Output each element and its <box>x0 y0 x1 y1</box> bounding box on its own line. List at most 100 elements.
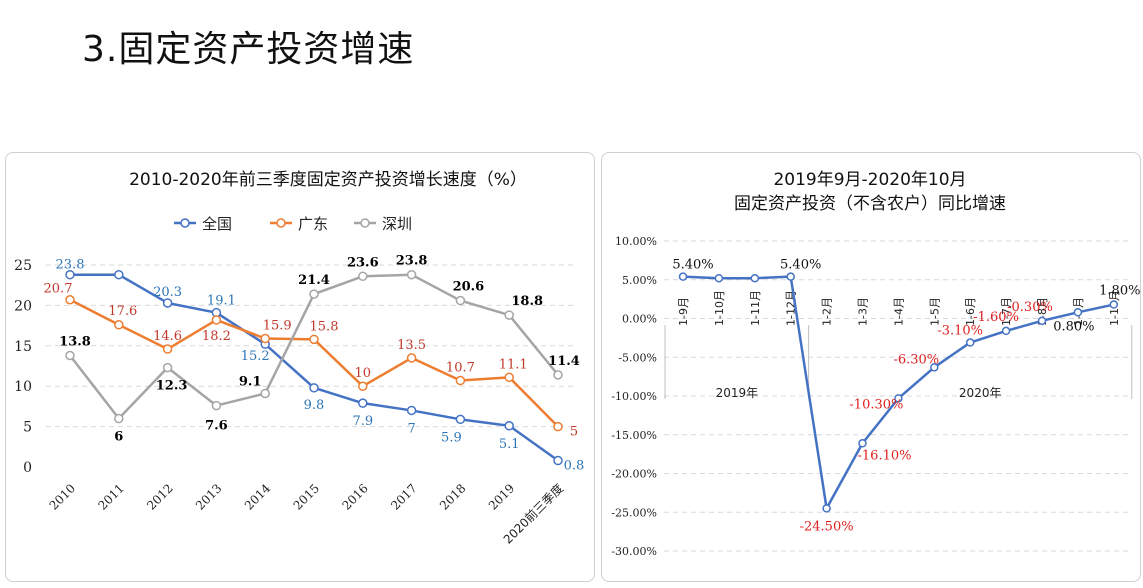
data-point <box>455 375 466 386</box>
data-point <box>504 372 514 383</box>
data-point <box>162 362 173 373</box>
y-tick-label: -25.00% <box>611 506 657 519</box>
x-tick-label: 1-4月 <box>892 297 905 326</box>
data-point <box>114 320 124 330</box>
data-label: 17.6 <box>108 304 137 319</box>
legend-entry: 全国 <box>202 215 232 233</box>
data-point <box>309 289 319 299</box>
data-point <box>114 413 124 424</box>
x-tick-label: 1-9月 <box>677 297 690 326</box>
slide-title: 3.固定资产投资增速 <box>82 29 415 70</box>
data-label: -6.30% <box>893 352 939 367</box>
data-point <box>553 455 563 466</box>
data-label: -3.10% <box>937 324 983 339</box>
legend-swatch-marker <box>180 218 190 228</box>
data-label: 7 <box>407 421 415 436</box>
data-point <box>114 269 124 280</box>
y-tick-label: 15 <box>14 339 32 355</box>
data-point <box>406 269 417 280</box>
x-tick-label: 2018 <box>437 481 468 512</box>
x-tick-label: 2012 <box>144 481 175 512</box>
data-label: 11.4 <box>548 354 580 369</box>
data-point <box>504 421 514 431</box>
data-point <box>553 370 563 380</box>
data-label: -16.10% <box>858 448 912 463</box>
data-label: 19.1 <box>207 294 236 309</box>
data-point <box>786 272 795 281</box>
y-tick-label: -10.00% <box>611 390 657 403</box>
chart-panel-left: 2010-2020年前三季度固定资产投资增长速度（%） 全国 广东 深圳 0 5 10 15 2… <box>5 152 595 582</box>
data-label: 20.6 <box>453 280 485 295</box>
x-tick-label: 1-6月 <box>964 297 977 326</box>
y-tick-label: -5.00% <box>618 351 657 364</box>
data-point <box>455 295 466 306</box>
data-point <box>750 273 760 283</box>
data-label: -24.50% <box>800 519 854 534</box>
group-label: 2020年 <box>959 386 1002 400</box>
data-label: 15.9 <box>263 319 292 334</box>
data-point <box>309 334 319 345</box>
legend-entry: 深圳 <box>382 215 412 233</box>
legend-swatch-marker <box>360 218 370 228</box>
x-tick-label: 2013 <box>193 481 224 512</box>
data-label: -0.30% <box>1007 300 1053 315</box>
x-tick-label: 2010 <box>47 481 78 512</box>
data-label: 5.40% <box>780 258 821 273</box>
data-point <box>162 344 173 354</box>
data-point <box>1001 326 1011 336</box>
data-label: 15.8 <box>310 319 339 334</box>
y-tick-label: 0 <box>23 460 32 476</box>
data-point <box>65 294 75 305</box>
data-label: 13.8 <box>59 334 91 349</box>
y-tick-label: 5.00% <box>622 274 657 287</box>
y-tick-label: 25 <box>14 258 32 274</box>
data-label: -10.30% <box>849 397 903 412</box>
x-tick-label: 2017 <box>388 481 419 512</box>
data-label: 9.1 <box>239 374 262 389</box>
x-tick-label: 1-11月 <box>749 290 762 326</box>
data-label: 13.5 <box>397 338 426 353</box>
data-label: 5.1 <box>499 437 520 452</box>
data-point <box>930 363 939 372</box>
data-point <box>553 421 563 432</box>
group-label: 2019年 <box>716 386 759 400</box>
data-label: 21.4 <box>298 273 330 288</box>
data-point <box>211 400 222 411</box>
data-point <box>965 338 975 347</box>
data-label: 18.8 <box>511 294 543 309</box>
data-label: 7.6 <box>205 419 228 434</box>
legend-entry: 广东 <box>298 215 328 233</box>
series-line <box>70 273 559 462</box>
data-label: 9.8 <box>304 398 325 413</box>
data-label: 23.8 <box>396 254 428 269</box>
data-point <box>211 315 222 325</box>
data-point <box>714 273 724 283</box>
x-tick-label: 2016 <box>339 481 370 512</box>
data-label: -1.60% <box>973 310 1019 325</box>
y-tick-label: 20 <box>14 298 32 314</box>
data-point <box>1109 300 1119 309</box>
data-point <box>65 350 75 361</box>
x-tick-label: 1-10月 <box>713 290 726 326</box>
fixed-asset-growth-chart-2010-2020: 2010-2020年前三季度固定资产投资增长速度（%） 全国 广东 深圳 0 5 10 15 2… <box>14 170 584 547</box>
data-label: 23.6 <box>347 255 379 270</box>
y-tick-label: -30.00% <box>611 545 657 558</box>
x-tick-label: 2019 <box>486 481 517 512</box>
data-label: 20.3 <box>153 285 182 300</box>
data-label: 23.8 <box>56 258 85 273</box>
data-point <box>406 353 417 363</box>
data-label: 5.9 <box>441 430 462 445</box>
data-point <box>260 388 270 399</box>
data-label: 20.7 <box>44 282 73 297</box>
data-label: 11.1 <box>499 357 528 372</box>
data-label: 0.80% <box>1053 319 1094 334</box>
data-label: 12.3 <box>156 379 188 394</box>
data-point <box>1037 316 1047 326</box>
data-label: 5.40% <box>672 258 713 273</box>
chart-title: 2010-2020年前三季度固定资产投资增长速度（%） <box>129 170 527 190</box>
x-tick-label: 1-3月 <box>857 297 870 326</box>
y-tick-label: -15.00% <box>611 429 657 442</box>
chart-title: 2019年9月-2020年10月 <box>773 170 966 190</box>
data-label: 1.80% <box>1099 284 1140 299</box>
data-label: 14.6 <box>153 329 182 344</box>
